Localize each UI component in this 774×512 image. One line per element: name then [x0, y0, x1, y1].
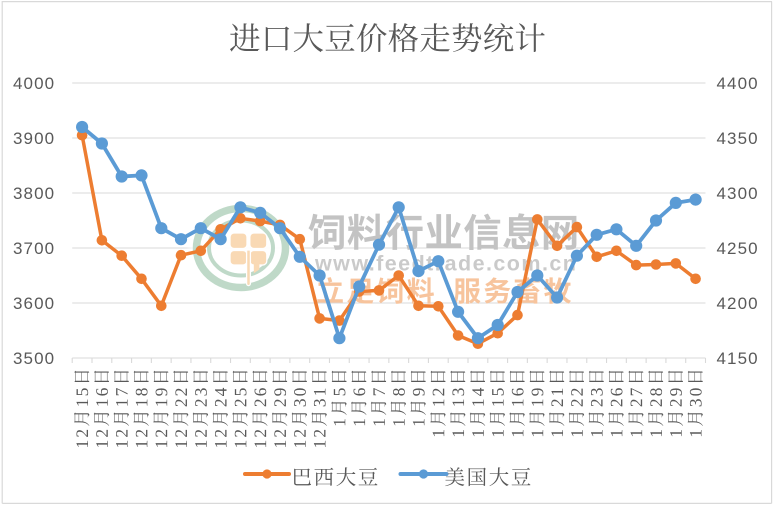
- svg-text:3500: 3500: [13, 349, 55, 368]
- svg-text:4150: 4150: [717, 349, 759, 368]
- svg-text:3700: 3700: [13, 239, 55, 258]
- svg-text:4300: 4300: [717, 184, 759, 203]
- svg-text:4200: 4200: [717, 294, 759, 313]
- svg-text:3900: 3900: [13, 129, 55, 148]
- svg-text:3800: 3800: [13, 184, 55, 203]
- svg-text:4350: 4350: [717, 129, 759, 148]
- svg-text:4250: 4250: [717, 239, 759, 258]
- svg-text:4400: 4400: [717, 74, 759, 93]
- svg-text:4000: 4000: [13, 74, 55, 93]
- svg-text:3600: 3600: [13, 294, 55, 313]
